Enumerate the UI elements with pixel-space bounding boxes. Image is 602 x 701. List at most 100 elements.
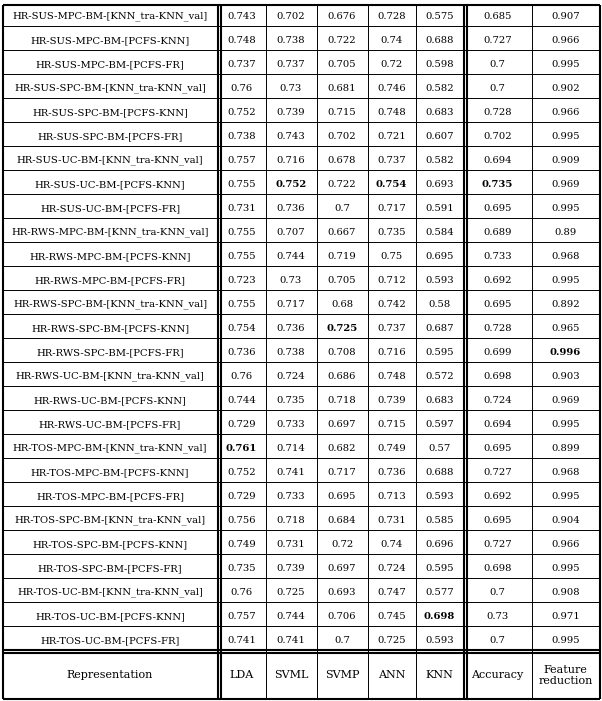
Text: 0.755: 0.755 bbox=[227, 180, 256, 189]
Text: HR-TOS-UC-BM-[PCFS-FR]: HR-TOS-UC-BM-[PCFS-FR] bbox=[40, 636, 179, 645]
Text: 0.715: 0.715 bbox=[327, 108, 356, 117]
Text: HR-RWS-SPC-BM-[PCFS-KNN]: HR-RWS-SPC-BM-[PCFS-KNN] bbox=[31, 324, 189, 333]
Text: 0.741: 0.741 bbox=[227, 636, 256, 645]
Text: HR-TOS-MPC-BM-[PCFS-FR]: HR-TOS-MPC-BM-[PCFS-FR] bbox=[36, 492, 184, 501]
Text: 0.694: 0.694 bbox=[483, 156, 512, 165]
Text: HR-SUS-MPC-BM-[PCFS-KNN]: HR-SUS-MPC-BM-[PCFS-KNN] bbox=[30, 36, 190, 45]
Text: 0.752: 0.752 bbox=[227, 468, 256, 477]
Text: 0.727: 0.727 bbox=[483, 540, 512, 549]
Text: 0.706: 0.706 bbox=[327, 612, 356, 621]
Text: 0.74: 0.74 bbox=[380, 36, 403, 45]
Text: HR-RWS-UC-BM-[PCFS-FR]: HR-RWS-UC-BM-[PCFS-FR] bbox=[39, 420, 181, 429]
Text: 0.575: 0.575 bbox=[425, 12, 454, 21]
Text: 0.995: 0.995 bbox=[551, 276, 580, 285]
Text: 0.7: 0.7 bbox=[489, 84, 506, 93]
Text: 0.695: 0.695 bbox=[425, 252, 454, 261]
Text: 0.966: 0.966 bbox=[551, 36, 580, 45]
Text: 0.744: 0.744 bbox=[227, 396, 256, 405]
Text: 0.7: 0.7 bbox=[334, 204, 350, 213]
Text: 0.903: 0.903 bbox=[551, 372, 580, 381]
Text: 0.722: 0.722 bbox=[327, 180, 356, 189]
Text: 0.755: 0.755 bbox=[227, 252, 256, 261]
Text: Accuracy: Accuracy bbox=[471, 670, 524, 681]
Text: ANN: ANN bbox=[377, 670, 405, 681]
Text: 0.688: 0.688 bbox=[425, 468, 454, 477]
Text: 0.995: 0.995 bbox=[551, 636, 580, 645]
Text: HR-TOS-SPC-BM-[KNN_tra-KNN_val]: HR-TOS-SPC-BM-[KNN_tra-KNN_val] bbox=[14, 516, 205, 525]
Text: Feature
reduction: Feature reduction bbox=[538, 665, 593, 686]
Text: 0.744: 0.744 bbox=[276, 612, 305, 621]
Text: 0.745: 0.745 bbox=[377, 612, 406, 621]
Text: 0.735: 0.735 bbox=[482, 180, 513, 189]
Text: 0.598: 0.598 bbox=[425, 60, 454, 69]
Text: HR-SUS-UC-BM-[PCFS-FR]: HR-SUS-UC-BM-[PCFS-FR] bbox=[40, 204, 180, 213]
Text: 0.733: 0.733 bbox=[483, 252, 512, 261]
Text: 0.74: 0.74 bbox=[380, 540, 403, 549]
Text: 0.749: 0.749 bbox=[227, 540, 256, 549]
Text: 0.735: 0.735 bbox=[277, 396, 305, 405]
Text: 0.715: 0.715 bbox=[377, 420, 406, 429]
Text: 0.738: 0.738 bbox=[227, 132, 256, 141]
Text: 0.756: 0.756 bbox=[227, 516, 256, 525]
Text: 0.695: 0.695 bbox=[483, 444, 512, 453]
Text: 0.733: 0.733 bbox=[277, 492, 305, 501]
Text: 0.76: 0.76 bbox=[231, 84, 253, 93]
Text: 0.724: 0.724 bbox=[483, 396, 512, 405]
Text: 0.714: 0.714 bbox=[276, 444, 305, 453]
Text: 0.733: 0.733 bbox=[277, 420, 305, 429]
Text: 0.699: 0.699 bbox=[483, 348, 512, 357]
Text: HR-RWS-UC-BM-[PCFS-KNN]: HR-RWS-UC-BM-[PCFS-KNN] bbox=[34, 396, 187, 405]
Text: 0.965: 0.965 bbox=[551, 324, 580, 333]
Text: HR-SUS-SPC-BM-[PCFS-KNN]: HR-SUS-SPC-BM-[PCFS-KNN] bbox=[32, 108, 188, 117]
Text: 0.738: 0.738 bbox=[277, 348, 305, 357]
Text: 0.72: 0.72 bbox=[380, 60, 403, 69]
Text: 0.728: 0.728 bbox=[483, 324, 512, 333]
Text: 0.969: 0.969 bbox=[551, 396, 580, 405]
Text: 0.76: 0.76 bbox=[231, 372, 253, 381]
Text: 0.591: 0.591 bbox=[425, 204, 454, 213]
Text: 0.995: 0.995 bbox=[551, 420, 580, 429]
Text: 0.969: 0.969 bbox=[551, 180, 580, 189]
Text: 0.736: 0.736 bbox=[377, 468, 406, 477]
Text: 0.752: 0.752 bbox=[227, 108, 256, 117]
Text: 0.582: 0.582 bbox=[425, 156, 454, 165]
Text: 0.995: 0.995 bbox=[551, 132, 580, 141]
Text: 0.739: 0.739 bbox=[377, 396, 406, 405]
Text: 0.724: 0.724 bbox=[377, 564, 406, 573]
Text: 0.694: 0.694 bbox=[483, 420, 512, 429]
Text: HR-SUS-MPC-BM-[PCFS-FR]: HR-SUS-MPC-BM-[PCFS-FR] bbox=[36, 60, 184, 69]
Text: 0.725: 0.725 bbox=[377, 636, 406, 645]
Text: 0.595: 0.595 bbox=[425, 348, 454, 357]
Text: 0.683: 0.683 bbox=[425, 108, 454, 117]
Text: 0.743: 0.743 bbox=[227, 12, 256, 21]
Text: HR-TOS-SPC-BM-[PCFS-FR]: HR-TOS-SPC-BM-[PCFS-FR] bbox=[38, 564, 182, 573]
Text: 0.738: 0.738 bbox=[277, 36, 305, 45]
Text: 0.683: 0.683 bbox=[425, 396, 454, 405]
Text: 0.697: 0.697 bbox=[327, 564, 356, 573]
Text: 0.752: 0.752 bbox=[275, 180, 306, 189]
Text: 0.692: 0.692 bbox=[483, 276, 512, 285]
Text: 0.597: 0.597 bbox=[425, 420, 454, 429]
Text: 0.727: 0.727 bbox=[483, 36, 512, 45]
Text: 0.702: 0.702 bbox=[327, 132, 356, 141]
Text: HR-TOS-MPC-BM-[PCFS-KNN]: HR-TOS-MPC-BM-[PCFS-KNN] bbox=[31, 468, 189, 477]
Text: 0.899: 0.899 bbox=[551, 444, 580, 453]
Text: 0.584: 0.584 bbox=[425, 228, 454, 237]
Text: 0.577: 0.577 bbox=[425, 588, 454, 597]
Text: HR-TOS-SPC-BM-[PCFS-KNN]: HR-TOS-SPC-BM-[PCFS-KNN] bbox=[33, 540, 188, 549]
Text: 0.58: 0.58 bbox=[429, 300, 451, 309]
Text: 0.739: 0.739 bbox=[277, 108, 305, 117]
Text: 0.757: 0.757 bbox=[227, 156, 256, 165]
Text: 0.582: 0.582 bbox=[425, 84, 454, 93]
Text: 0.995: 0.995 bbox=[551, 492, 580, 501]
Text: 0.695: 0.695 bbox=[483, 300, 512, 309]
Text: 0.729: 0.729 bbox=[227, 420, 256, 429]
Text: 0.716: 0.716 bbox=[377, 348, 406, 357]
Text: 0.902: 0.902 bbox=[551, 84, 580, 93]
Text: 0.754: 0.754 bbox=[227, 324, 256, 333]
Text: 0.761: 0.761 bbox=[226, 444, 257, 453]
Text: HR-SUS-UC-BM-[KNN_tra-KNN_val]: HR-SUS-UC-BM-[KNN_tra-KNN_val] bbox=[17, 156, 203, 165]
Text: 0.727: 0.727 bbox=[483, 468, 512, 477]
Text: 0.593: 0.593 bbox=[425, 492, 454, 501]
Text: 0.72: 0.72 bbox=[331, 540, 353, 549]
